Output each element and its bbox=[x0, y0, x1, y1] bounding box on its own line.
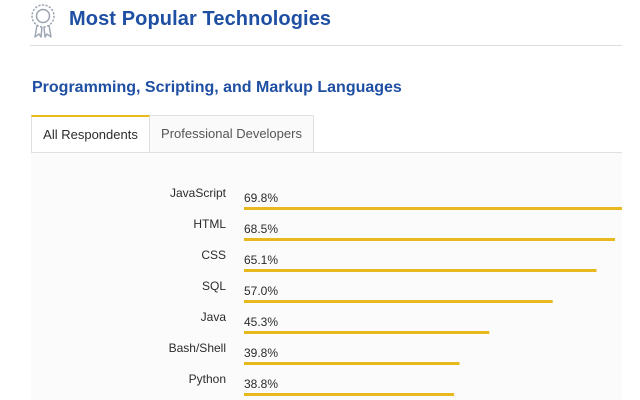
award-ribbon-icon bbox=[31, 4, 55, 38]
bar bbox=[244, 269, 597, 272]
chart-panel: JavaScript 69.8% HTML 68.5% CSS 65.1% SQL 57.0%… bbox=[31, 153, 622, 400]
value-label: 45.3% bbox=[244, 315, 278, 329]
bar bbox=[244, 362, 460, 365]
category-label: CSS bbox=[201, 248, 226, 262]
value-label: 65.1% bbox=[244, 253, 278, 267]
tab-professional-developers[interactable]: Professional Developers bbox=[150, 115, 314, 152]
category-label: Python bbox=[189, 372, 226, 386]
bar bbox=[244, 331, 490, 334]
tab-all-respondents[interactable]: All Respondents bbox=[31, 115, 150, 153]
category-label: SQL bbox=[202, 279, 226, 293]
value-label: 68.5% bbox=[244, 222, 278, 236]
value-label: 38.8% bbox=[244, 377, 278, 391]
bar bbox=[244, 238, 615, 241]
category-label: JavaScript bbox=[170, 186, 227, 200]
tabs-divider bbox=[31, 152, 622, 153]
category-label: HTML bbox=[193, 217, 226, 231]
header-divider bbox=[30, 45, 622, 46]
value-label: 69.8% bbox=[244, 191, 278, 205]
bar bbox=[244, 207, 622, 210]
section-title: Programming, Scripting, and Markup Langu… bbox=[32, 79, 402, 96]
value-label: 57.0% bbox=[244, 284, 278, 298]
header: Most Popular Technologies bbox=[0, 0, 640, 46]
category-label: Bash/Shell bbox=[169, 341, 226, 355]
category-label: Java bbox=[201, 310, 227, 324]
page-title: Most Popular Technologies bbox=[69, 8, 332, 30]
bar bbox=[244, 300, 553, 303]
language-popularity-chart: JavaScript 69.8% HTML 68.5% CSS 65.1% SQL 57.0%… bbox=[169, 186, 622, 396]
value-label: 39.8% bbox=[244, 346, 278, 360]
bar bbox=[244, 393, 455, 396]
